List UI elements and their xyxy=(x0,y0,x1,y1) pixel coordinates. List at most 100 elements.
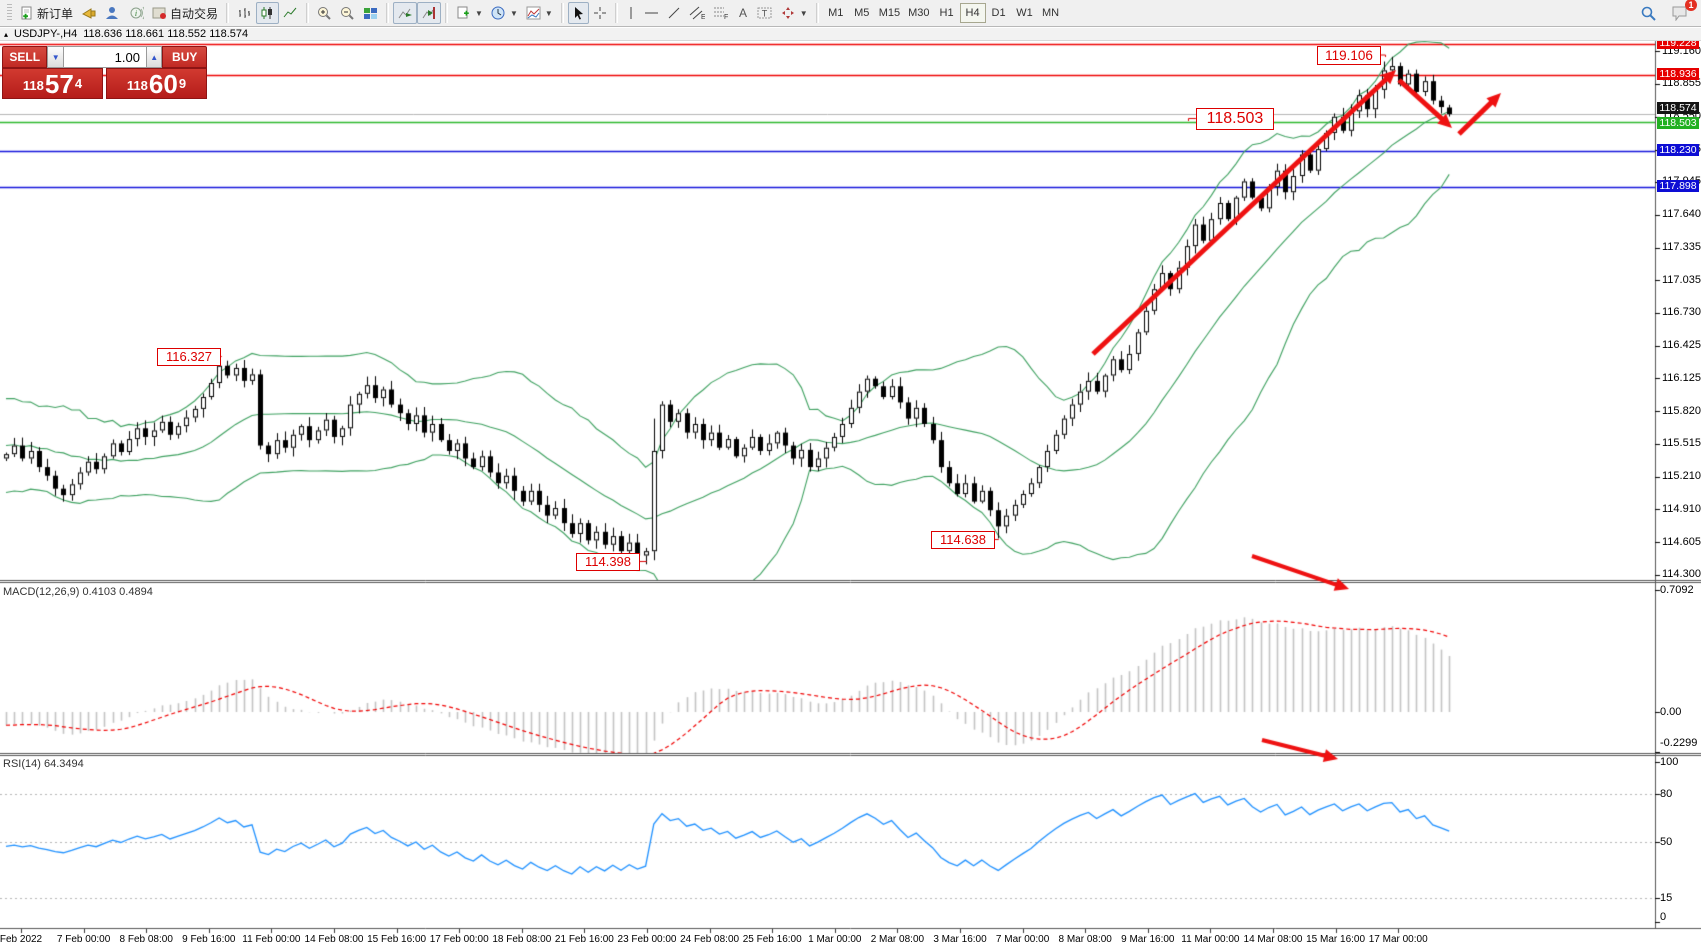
autotrading-label: 自动交易 xyxy=(170,6,219,21)
new-order-button[interactable]: 新订单 xyxy=(15,2,77,24)
arrows-button[interactable]: ▼ xyxy=(777,2,812,24)
horn-icon xyxy=(81,8,96,19)
svg-text:T: T xyxy=(762,9,768,19)
autotrading-icon xyxy=(152,7,167,19)
tile-windows-button[interactable] xyxy=(359,2,382,24)
timeframe-w1-button[interactable]: W1 xyxy=(1012,3,1038,23)
autoscroll-icon xyxy=(398,8,413,19)
price-callout-label[interactable]: 116.327 xyxy=(157,348,221,366)
arrows-icon xyxy=(781,7,794,19)
search-button[interactable] xyxy=(1636,2,1661,24)
new-order-label: 新订单 xyxy=(37,6,74,21)
chart-ohlc-values: 118.636 118.661 118.552 118.574 xyxy=(83,28,249,40)
buy-button[interactable]: BUY xyxy=(162,46,207,68)
price-callout-label[interactable]: 118.503 xyxy=(1196,108,1274,130)
timeframe-m30-button[interactable]: M30 xyxy=(904,3,933,23)
zoom-out-icon xyxy=(341,6,354,20)
notifications-button[interactable]: 1 xyxy=(1667,0,1697,24)
label-icon: T xyxy=(757,7,772,19)
price-callout-label[interactable]: 114.398 xyxy=(576,553,640,571)
text-button[interactable]: A xyxy=(733,2,753,24)
chart-shift-button[interactable] xyxy=(417,2,442,24)
autoscroll-button[interactable] xyxy=(393,2,418,24)
quotes-button[interactable] xyxy=(77,2,101,24)
timeframe-d1-button[interactable]: D1 xyxy=(986,3,1012,23)
timeframe-h1-button[interactable]: H1 xyxy=(934,3,960,23)
price-callout-label[interactable]: 114.638 xyxy=(931,531,995,549)
trendline-button[interactable] xyxy=(663,2,685,24)
separator xyxy=(560,3,564,23)
volume-input[interactable] xyxy=(63,46,146,68)
separator xyxy=(614,3,618,23)
sell-price-sup: 4 xyxy=(74,76,83,91)
zoom-out-button[interactable] xyxy=(336,2,359,24)
svg-text:i: i xyxy=(135,9,137,18)
channel-icon: E xyxy=(689,6,705,20)
buy-price-big: 60 xyxy=(148,69,178,99)
new-order-icon xyxy=(21,6,32,19)
new-chart-icon xyxy=(457,6,469,19)
sell-price-big: 57 xyxy=(44,69,74,99)
sell-price-small: 118 xyxy=(22,78,44,93)
crosshair-icon xyxy=(593,7,606,19)
price-callout-label[interactable]: 119.106 xyxy=(1317,46,1381,65)
svg-text:E: E xyxy=(701,14,705,20)
notification-badge: 1 xyxy=(1685,0,1697,11)
zoom-in-icon xyxy=(318,6,331,20)
search-icon xyxy=(1641,6,1656,21)
line-chart-icon xyxy=(283,7,297,18)
text-icon: A xyxy=(739,6,747,20)
chart-symbol-title: USDJPY-,H4 xyxy=(14,28,78,40)
timeframe-m1-button[interactable]: M1 xyxy=(823,3,849,23)
svg-text:F: F xyxy=(724,14,728,20)
timeframe-m5-button[interactable]: M5 xyxy=(849,3,875,23)
dropdown-arrow-icon: ▼ xyxy=(544,8,553,18)
news-button[interactable] xyxy=(101,2,124,24)
svg-text:A: A xyxy=(739,6,747,20)
indicators-button[interactable]: ▼ xyxy=(522,2,557,24)
buy-price-small: 118 xyxy=(126,78,148,93)
separator xyxy=(815,3,819,23)
timeframe-m15-button[interactable]: M15 xyxy=(875,3,904,23)
candlestick-icon xyxy=(261,7,273,19)
equidistant-channel-button[interactable]: E xyxy=(685,2,709,24)
cursor-icon xyxy=(574,7,583,20)
bar-chart-button[interactable] xyxy=(233,2,256,24)
horizontal-line-icon xyxy=(644,12,658,14)
timeframe-h4-button[interactable]: H4 xyxy=(959,3,986,23)
cursor-button[interactable] xyxy=(567,2,589,24)
indicators-icon xyxy=(526,6,541,20)
text-label-button[interactable]: T xyxy=(753,2,777,24)
candlestick-button[interactable] xyxy=(256,2,280,24)
separator xyxy=(386,3,390,23)
horizontal-line-button[interactable] xyxy=(640,2,663,24)
bar-chart-icon xyxy=(239,8,251,18)
zoom-in-button[interactable] xyxy=(313,2,336,24)
profiles-button[interactable]: ▼ xyxy=(487,2,522,24)
fibonacci-button[interactable]: F xyxy=(709,2,733,24)
collapse-icon[interactable]: ▴ xyxy=(4,29,9,39)
chart-title-bar: ▴ USDJPY-,H4 118.636 118.661 118.552 118… xyxy=(0,28,1701,41)
buy-quote[interactable]: 118 60 9 xyxy=(106,68,207,99)
separator xyxy=(226,3,230,23)
volume-decrease-button[interactable]: ▼ xyxy=(47,46,64,68)
timeframe-mn-button[interactable]: MN xyxy=(1038,3,1064,23)
vertical-line-button[interactable] xyxy=(622,2,640,24)
buy-price-sup: 9 xyxy=(178,76,187,91)
line-chart-button[interactable] xyxy=(279,2,302,24)
volume-increase-button[interactable]: ▲ xyxy=(145,46,163,68)
crosshair-button[interactable] xyxy=(589,2,611,24)
sell-quote[interactable]: 118 57 4 xyxy=(2,68,103,99)
chart-shift-icon xyxy=(422,7,436,19)
separator xyxy=(445,3,449,23)
vertical-line-icon xyxy=(630,7,632,19)
new-chart-button[interactable]: ▼ xyxy=(452,2,487,24)
news-person-icon xyxy=(106,7,119,19)
tile-windows-icon xyxy=(364,8,378,19)
sell-button[interactable]: SELL xyxy=(2,46,48,68)
signals-button[interactable]: i xyxy=(124,2,148,24)
autotrading-button[interactable]: 自动交易 xyxy=(148,2,222,24)
trendline-icon xyxy=(668,7,680,19)
dropdown-arrow-icon: ▼ xyxy=(799,8,808,18)
